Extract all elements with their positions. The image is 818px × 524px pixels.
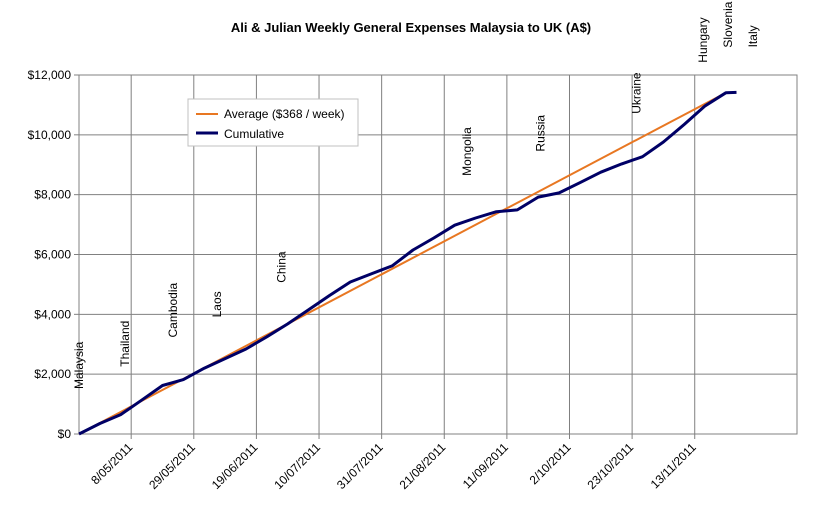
annotation-mongolia: Mongolia [460,127,474,176]
y-axis: $0 $2,000 $4,000 $6,000 $8,000 $10,000 $12,000 [28,68,79,441]
y-tick-label: $6,000 [34,248,71,262]
x-tick-label: 29/05/2011 [146,440,198,492]
x-tick-label: 10/07/2011 [271,440,323,492]
y-tick-label: $0 [58,427,72,441]
x-tick-label: 2/10/2011 [527,440,574,487]
y-tick-label: $4,000 [34,307,71,321]
annotation-slovenia: Slovenia [721,1,735,47]
x-tick-label: 31/07/2011 [334,440,386,492]
annotation-china: China [275,251,289,283]
legend-label-average: Average ($368 / week) [224,107,345,121]
annotation-hungary: Hungary [696,17,710,62]
annotation-italy: Italy [746,25,760,47]
x-tick-label: 19/06/2011 [209,440,261,492]
annotations: Malaysia Thailand Cambodia Laos China Mongoli… [72,1,760,389]
annotation-cambodia: Cambodia [166,282,180,337]
x-axis: 8/05/2011 29/05/2011 19/06/2011 10/07/2011 3… [88,434,699,492]
x-tick-label: 8/05/2011 [88,440,135,487]
y-tick-label: $8,000 [34,188,71,202]
legend-box [187,98,359,147]
legend-label-cumulative: Cumulative [224,127,284,141]
annotation-thailand: Thailand [118,321,132,367]
y-tick-label: $12,000 [28,68,72,82]
legend: Average ($368 / week) Cumulative [187,98,359,147]
annotation-russia: Russia [533,115,547,152]
grid [79,74,797,434]
annotation-malaysia: Malaysia [72,341,86,389]
y-tick-label: $10,000 [28,128,72,142]
x-tick-label: 11/09/2011 [460,440,511,491]
series-lines [78,90,737,436]
annotation-ukraine: Ukraine [629,72,643,114]
series-line-cumulative [78,90,737,436]
x-tick-label: 13/11/2011 [648,440,699,491]
x-tick-label: 21/08/2011 [397,440,449,492]
x-tick-label: 23/10/2011 [584,440,636,492]
chart-title: Ali & Julian Weekly General Expenses Mal… [231,20,591,35]
annotation-laos: Laos [210,291,224,317]
y-tick-label: $2,000 [34,367,71,381]
